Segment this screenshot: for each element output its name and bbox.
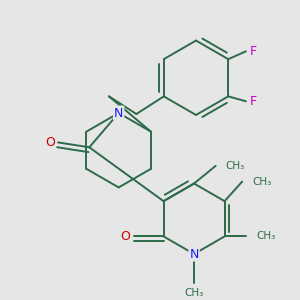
- Text: N: N: [114, 106, 123, 119]
- Text: CH₃: CH₃: [225, 161, 244, 171]
- Text: CH₃: CH₃: [252, 177, 271, 187]
- Text: CH₃: CH₃: [184, 288, 204, 298]
- Text: O: O: [120, 230, 130, 243]
- Text: O: O: [45, 136, 55, 149]
- Text: CH₃: CH₃: [256, 231, 275, 242]
- Text: N: N: [189, 248, 199, 260]
- Text: F: F: [250, 95, 257, 108]
- Text: F: F: [250, 45, 257, 58]
